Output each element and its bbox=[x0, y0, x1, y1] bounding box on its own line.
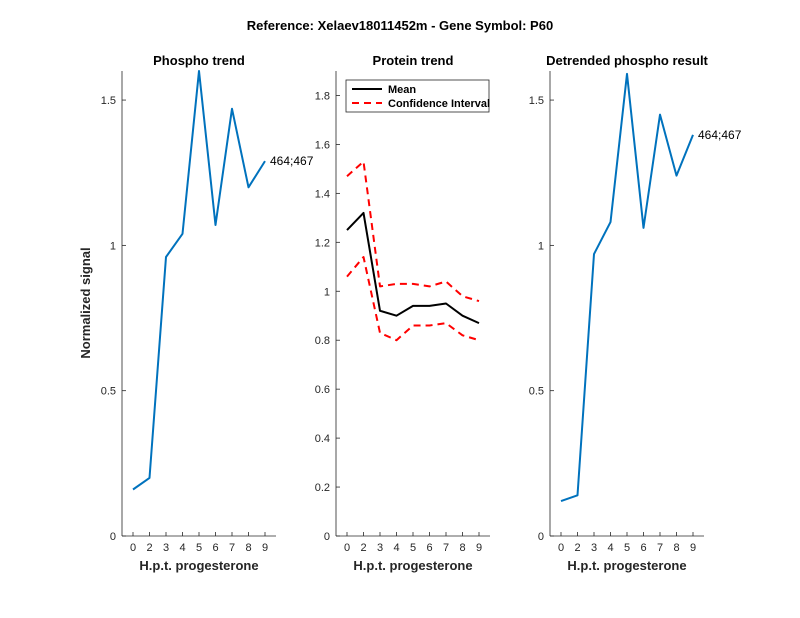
y-tick-label: 1.2 bbox=[315, 237, 330, 249]
x-tick-label: 6 bbox=[640, 542, 646, 554]
x-tick-label: 8 bbox=[459, 542, 465, 554]
y-tick-label: 1.5 bbox=[529, 95, 544, 107]
x-tick-label: 7 bbox=[229, 542, 235, 554]
y-axis-label: Normalized signal bbox=[78, 247, 93, 358]
series-line-3 bbox=[346, 256, 480, 342]
y-tick-label: 1.4 bbox=[315, 188, 330, 200]
x-tick-label: 9 bbox=[476, 542, 482, 554]
x-tick-label: 4 bbox=[393, 542, 399, 554]
series-line-1 bbox=[132, 70, 266, 491]
x-axis-label: H.p.t. progesterone bbox=[353, 558, 472, 573]
x-tick-label: 0 bbox=[130, 542, 136, 554]
x-tick-label: 3 bbox=[377, 542, 383, 554]
x-tick-label: 2 bbox=[360, 542, 366, 554]
chart-title: Detrended phospho result bbox=[546, 53, 708, 68]
x-tick-label: 6 bbox=[212, 542, 218, 554]
x-tick-label: 8 bbox=[673, 542, 679, 554]
y-tick-label: 1 bbox=[538, 240, 544, 252]
x-axis-label: H.p.t. progesterone bbox=[139, 558, 258, 573]
x-tick-label: 6 bbox=[426, 542, 432, 554]
y-tick-label: 1.5 bbox=[101, 95, 116, 107]
x-tick-label: 9 bbox=[262, 542, 268, 554]
y-tick-label: 1.8 bbox=[315, 90, 330, 102]
y-tick-label: 0.5 bbox=[101, 386, 116, 398]
y-tick-label: 0 bbox=[324, 531, 330, 543]
x-tick-label: 8 bbox=[245, 542, 251, 554]
chart-panel-2: Protein trend 0 0.2 0.4 0.6 0.8 1 1.2 1.4 1.6 1.8 0… bbox=[315, 53, 490, 573]
legend-label: Mean bbox=[388, 84, 416, 96]
x-tick-label: 2 bbox=[574, 542, 580, 554]
x-tick-label: 9 bbox=[690, 542, 696, 554]
x-tick-label: 3 bbox=[163, 542, 169, 554]
series-line-1 bbox=[560, 72, 694, 503]
series-line-2 bbox=[346, 160, 480, 303]
x-tick-label: 0 bbox=[558, 542, 564, 554]
x-tick-label: 7 bbox=[657, 542, 663, 554]
series-annotation: 464;467 bbox=[270, 154, 314, 168]
y-tick-label: 0.5 bbox=[529, 386, 544, 398]
y-tick-label: 0 bbox=[110, 531, 116, 543]
chart-title: Protein trend bbox=[373, 53, 454, 68]
y-tick-label: 0.2 bbox=[315, 482, 330, 494]
x-tick-label: 3 bbox=[591, 542, 597, 554]
x-tick-label: 5 bbox=[196, 542, 202, 554]
x-tick-label: 4 bbox=[607, 542, 613, 554]
chart-title: Phospho trend bbox=[153, 53, 245, 68]
figure-suptitle: Reference: Xelaev18011452m - Gene Symbol… bbox=[247, 18, 553, 33]
x-tick-label: 2 bbox=[146, 542, 152, 554]
y-tick-label: 0.4 bbox=[315, 433, 330, 445]
legend-box bbox=[345, 79, 490, 113]
y-tick-label: 0.6 bbox=[315, 384, 330, 396]
series-line-1 bbox=[346, 211, 480, 325]
y-tick-label: 0 bbox=[538, 531, 544, 543]
x-tick-label: 7 bbox=[443, 542, 449, 554]
series-annotation: 464;467 bbox=[698, 128, 742, 142]
y-tick-label: 1.6 bbox=[315, 139, 330, 151]
y-tick-label: 0.8 bbox=[315, 335, 330, 347]
x-tick-label: 0 bbox=[344, 542, 350, 554]
x-tick-label: 4 bbox=[179, 542, 185, 554]
x-tick-label: 5 bbox=[410, 542, 416, 554]
x-axis-label: H.p.t. progesterone bbox=[567, 558, 686, 573]
x-tick-label: 5 bbox=[624, 542, 630, 554]
y-tick-label: 1 bbox=[110, 240, 116, 252]
legend-label: Confidence Interval bbox=[388, 98, 490, 110]
y-tick-label: 1 bbox=[324, 286, 330, 298]
